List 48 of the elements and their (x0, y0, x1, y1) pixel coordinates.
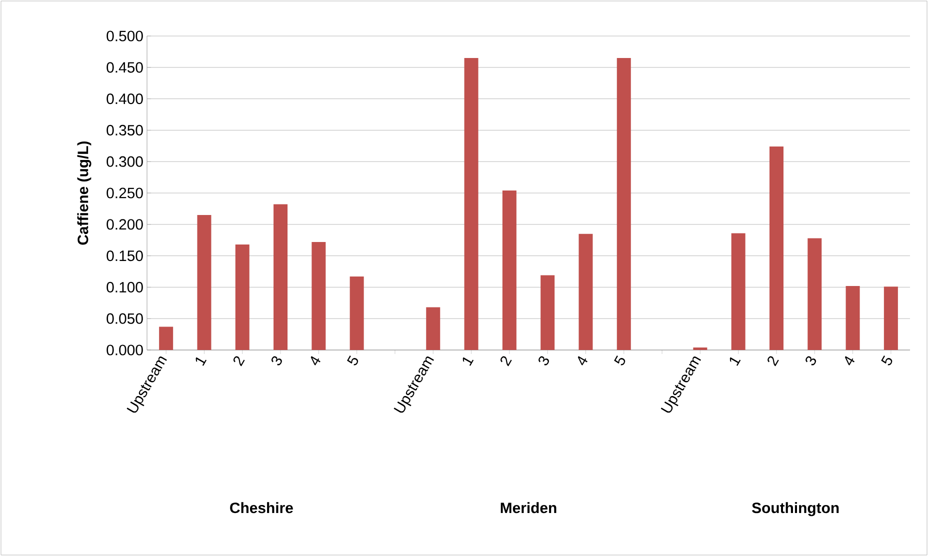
y-tick-label: 0.500 (106, 30, 143, 42)
y-tick-label: 0.200 (106, 219, 143, 230)
y-tick-label: 0.000 (106, 344, 143, 356)
bar (197, 214, 212, 350)
bar (884, 286, 898, 350)
x-tick-label: 3 (806, 356, 816, 366)
bar (464, 58, 478, 350)
bar (235, 244, 250, 350)
x-tick-label: 1 (462, 357, 474, 366)
bar (312, 242, 326, 350)
bar (769, 146, 784, 350)
y-tick-label: 0.100 (106, 282, 143, 292)
y-tick-label: 0.150 (106, 250, 143, 262)
y-tick-label: 0.300 (106, 156, 143, 167)
bar (693, 347, 708, 350)
y-axis-title: Caffiene (ug/L) (77, 141, 92, 245)
bar (426, 307, 440, 350)
x-tick-label: 4 (578, 356, 588, 366)
y-tick-label: 0.400 (106, 94, 143, 104)
x-tick-label: 3 (538, 356, 549, 366)
bar (274, 204, 288, 350)
x-tick-label: 1 (196, 357, 207, 366)
x-tick-label: 2 (233, 356, 245, 366)
x-tick-label: 2 (768, 356, 779, 366)
bar (846, 286, 860, 350)
y-tick-label: 0.250 (106, 188, 143, 198)
bar (502, 190, 516, 350)
x-tick-label: 4 (310, 356, 320, 366)
x-tick-label: 5 (881, 356, 892, 366)
bar (540, 275, 555, 350)
x-tick-label: 3 (272, 356, 282, 366)
text: Cheshire (230, 502, 293, 514)
x-tick-label: 2 (500, 356, 512, 366)
bar (731, 233, 746, 350)
y-tick-label: 0.350 (106, 124, 143, 136)
x-tick-label: 1 (730, 357, 741, 366)
x-tick-label: 4 (844, 356, 855, 366)
bar (578, 234, 593, 350)
text: Southington (752, 502, 839, 516)
y-tick-label: 0.450 (106, 62, 143, 73)
bar (350, 276, 364, 350)
x-tick-label: 5 (614, 356, 626, 366)
bar (616, 58, 631, 350)
y-tick-label: 0.050 (106, 313, 143, 324)
bar (808, 238, 822, 350)
text: Meriden (500, 502, 556, 514)
x-tick-label: 5 (347, 356, 358, 366)
bar (159, 326, 174, 350)
